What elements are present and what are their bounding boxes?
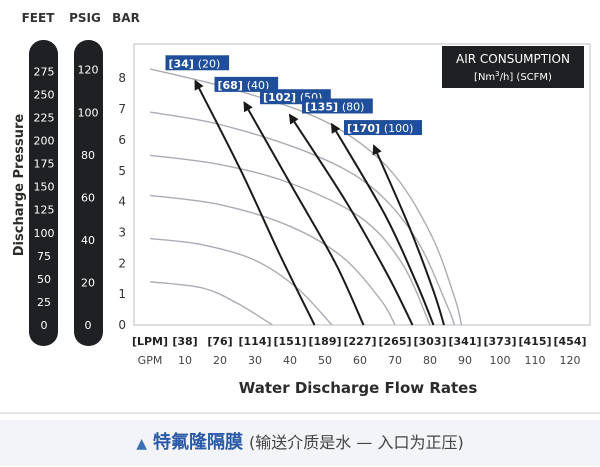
lpm-tick-label: [454]	[553, 335, 586, 348]
feet-tick-label: 225	[34, 112, 55, 125]
lpm-tick-label: [341]	[448, 335, 481, 348]
psig-tick-label: 0	[85, 319, 92, 332]
feet-tick-label: 275	[34, 65, 55, 78]
feet-tick-label: 25	[37, 296, 51, 309]
lpm-tick-label: [415]	[518, 335, 551, 348]
air-consumption-line	[372, 144, 445, 326]
bar-tick-label: 5	[118, 164, 126, 178]
air-consumption-label: [34] (20)	[169, 57, 221, 70]
feet-tick-label: 175	[34, 158, 55, 171]
bar-tick-label: 2	[118, 256, 126, 270]
gpm-tick-label: GPM	[138, 354, 163, 367]
performance-curve	[149, 154, 431, 326]
triangle-icon: ▲	[136, 436, 148, 452]
feet-tick-label: 250	[34, 88, 55, 101]
psig-tick-label: 80	[81, 149, 95, 162]
plot-area	[133, 43, 591, 326]
feet-tick-label: 150	[34, 181, 55, 194]
feet-tick-label: 0	[41, 319, 48, 332]
x-axis-title: Water Discharge Flow Rates	[239, 379, 478, 397]
air-consumption-label-bg	[344, 120, 422, 136]
gpm-tick-label: 120	[560, 354, 581, 367]
chart-caption: ▲ 特氟隆隔膜 (输送介质是水 — 入口为正压)	[0, 420, 600, 466]
unit-header: FEET	[22, 11, 56, 25]
feet-tick-label: 200	[34, 135, 55, 148]
lpm-tick-label: [227]	[343, 335, 376, 348]
performance-curve	[149, 237, 333, 326]
feet-tick-label: 100	[34, 227, 55, 240]
unit-header: PSIG	[69, 11, 101, 25]
gpm-tick-label: 30	[248, 354, 262, 367]
bar-tick-label: 0	[118, 318, 126, 332]
legend-title: AIR CONSUMPTION	[456, 52, 570, 66]
lpm-tick-label: [LPM]	[132, 335, 168, 348]
gpm-tick-label: 100	[490, 354, 511, 367]
legend-box	[442, 46, 584, 88]
air-consumption-label-bg	[302, 98, 373, 114]
bar-tick-label: 3	[118, 225, 126, 239]
psig-tick-label: 100	[78, 106, 99, 119]
psig-column	[74, 40, 103, 346]
air-consumption-label-bg	[214, 76, 279, 92]
caption-title: 特氟隆隔膜	[153, 432, 244, 453]
air-consumption-label: [135] (80)	[305, 100, 364, 113]
lpm-tick-label: [373]	[483, 335, 516, 348]
feet-tick-label: 125	[34, 204, 55, 217]
gpm-tick-label: 10	[178, 354, 192, 367]
air-consumption-label: [68] (40)	[218, 79, 270, 92]
psig-tick-label: 20	[81, 276, 95, 289]
bar-tick-label: 7	[118, 102, 126, 116]
feet-column	[29, 40, 58, 346]
gpm-tick-label: 70	[388, 354, 402, 367]
gpm-tick-label: 90	[458, 354, 472, 367]
bar-tick-label: 1	[118, 287, 126, 301]
air-consumption-line	[243, 101, 365, 326]
psig-tick-label: 40	[81, 234, 95, 247]
gpm-tick-label: 60	[353, 354, 367, 367]
lpm-tick-label: [303]	[413, 335, 446, 348]
air-consumption-label: [170] (100)	[347, 122, 413, 135]
y-axis-title: Discharge Pressure	[12, 114, 27, 257]
lpm-tick-label: [38]	[172, 335, 197, 348]
gpm-tick-label: 50	[318, 354, 332, 367]
lpm-tick-label: [76]	[207, 335, 232, 348]
bar-tick-label: 4	[118, 195, 126, 209]
lpm-tick-label: [151]	[273, 335, 306, 348]
feet-tick-label: 50	[37, 273, 51, 286]
psig-tick-label: 120	[78, 64, 99, 77]
performance-curve	[149, 194, 396, 326]
lpm-tick-label: [189]	[308, 335, 341, 348]
lpm-tick-label: [114]	[238, 335, 271, 348]
caption-subtitle: (输送介质是水 — 入口为正压)	[249, 433, 464, 452]
unit-header: BAR	[112, 11, 140, 25]
gpm-tick-label: 20	[213, 354, 227, 367]
gpm-tick-label: 110	[525, 354, 546, 367]
legend-subtitle: [Nm3/h] (SCFM)	[474, 70, 552, 83]
bar-tick-label: 6	[118, 133, 126, 147]
performance-curve	[149, 111, 456, 326]
air-consumption-line	[194, 79, 316, 326]
lpm-tick-label: [265]	[378, 335, 411, 348]
feet-tick-label: 75	[37, 250, 51, 263]
gpm-tick-label: 80	[423, 354, 437, 367]
air-consumption-line	[330, 122, 435, 326]
air-consumption-line	[288, 113, 414, 326]
gpm-tick-label: 40	[283, 354, 297, 367]
bar-tick-label: 8	[118, 71, 126, 85]
psig-tick-label: 60	[81, 191, 95, 204]
air-consumption-label-bg	[165, 55, 230, 71]
performance-curve	[149, 281, 273, 326]
